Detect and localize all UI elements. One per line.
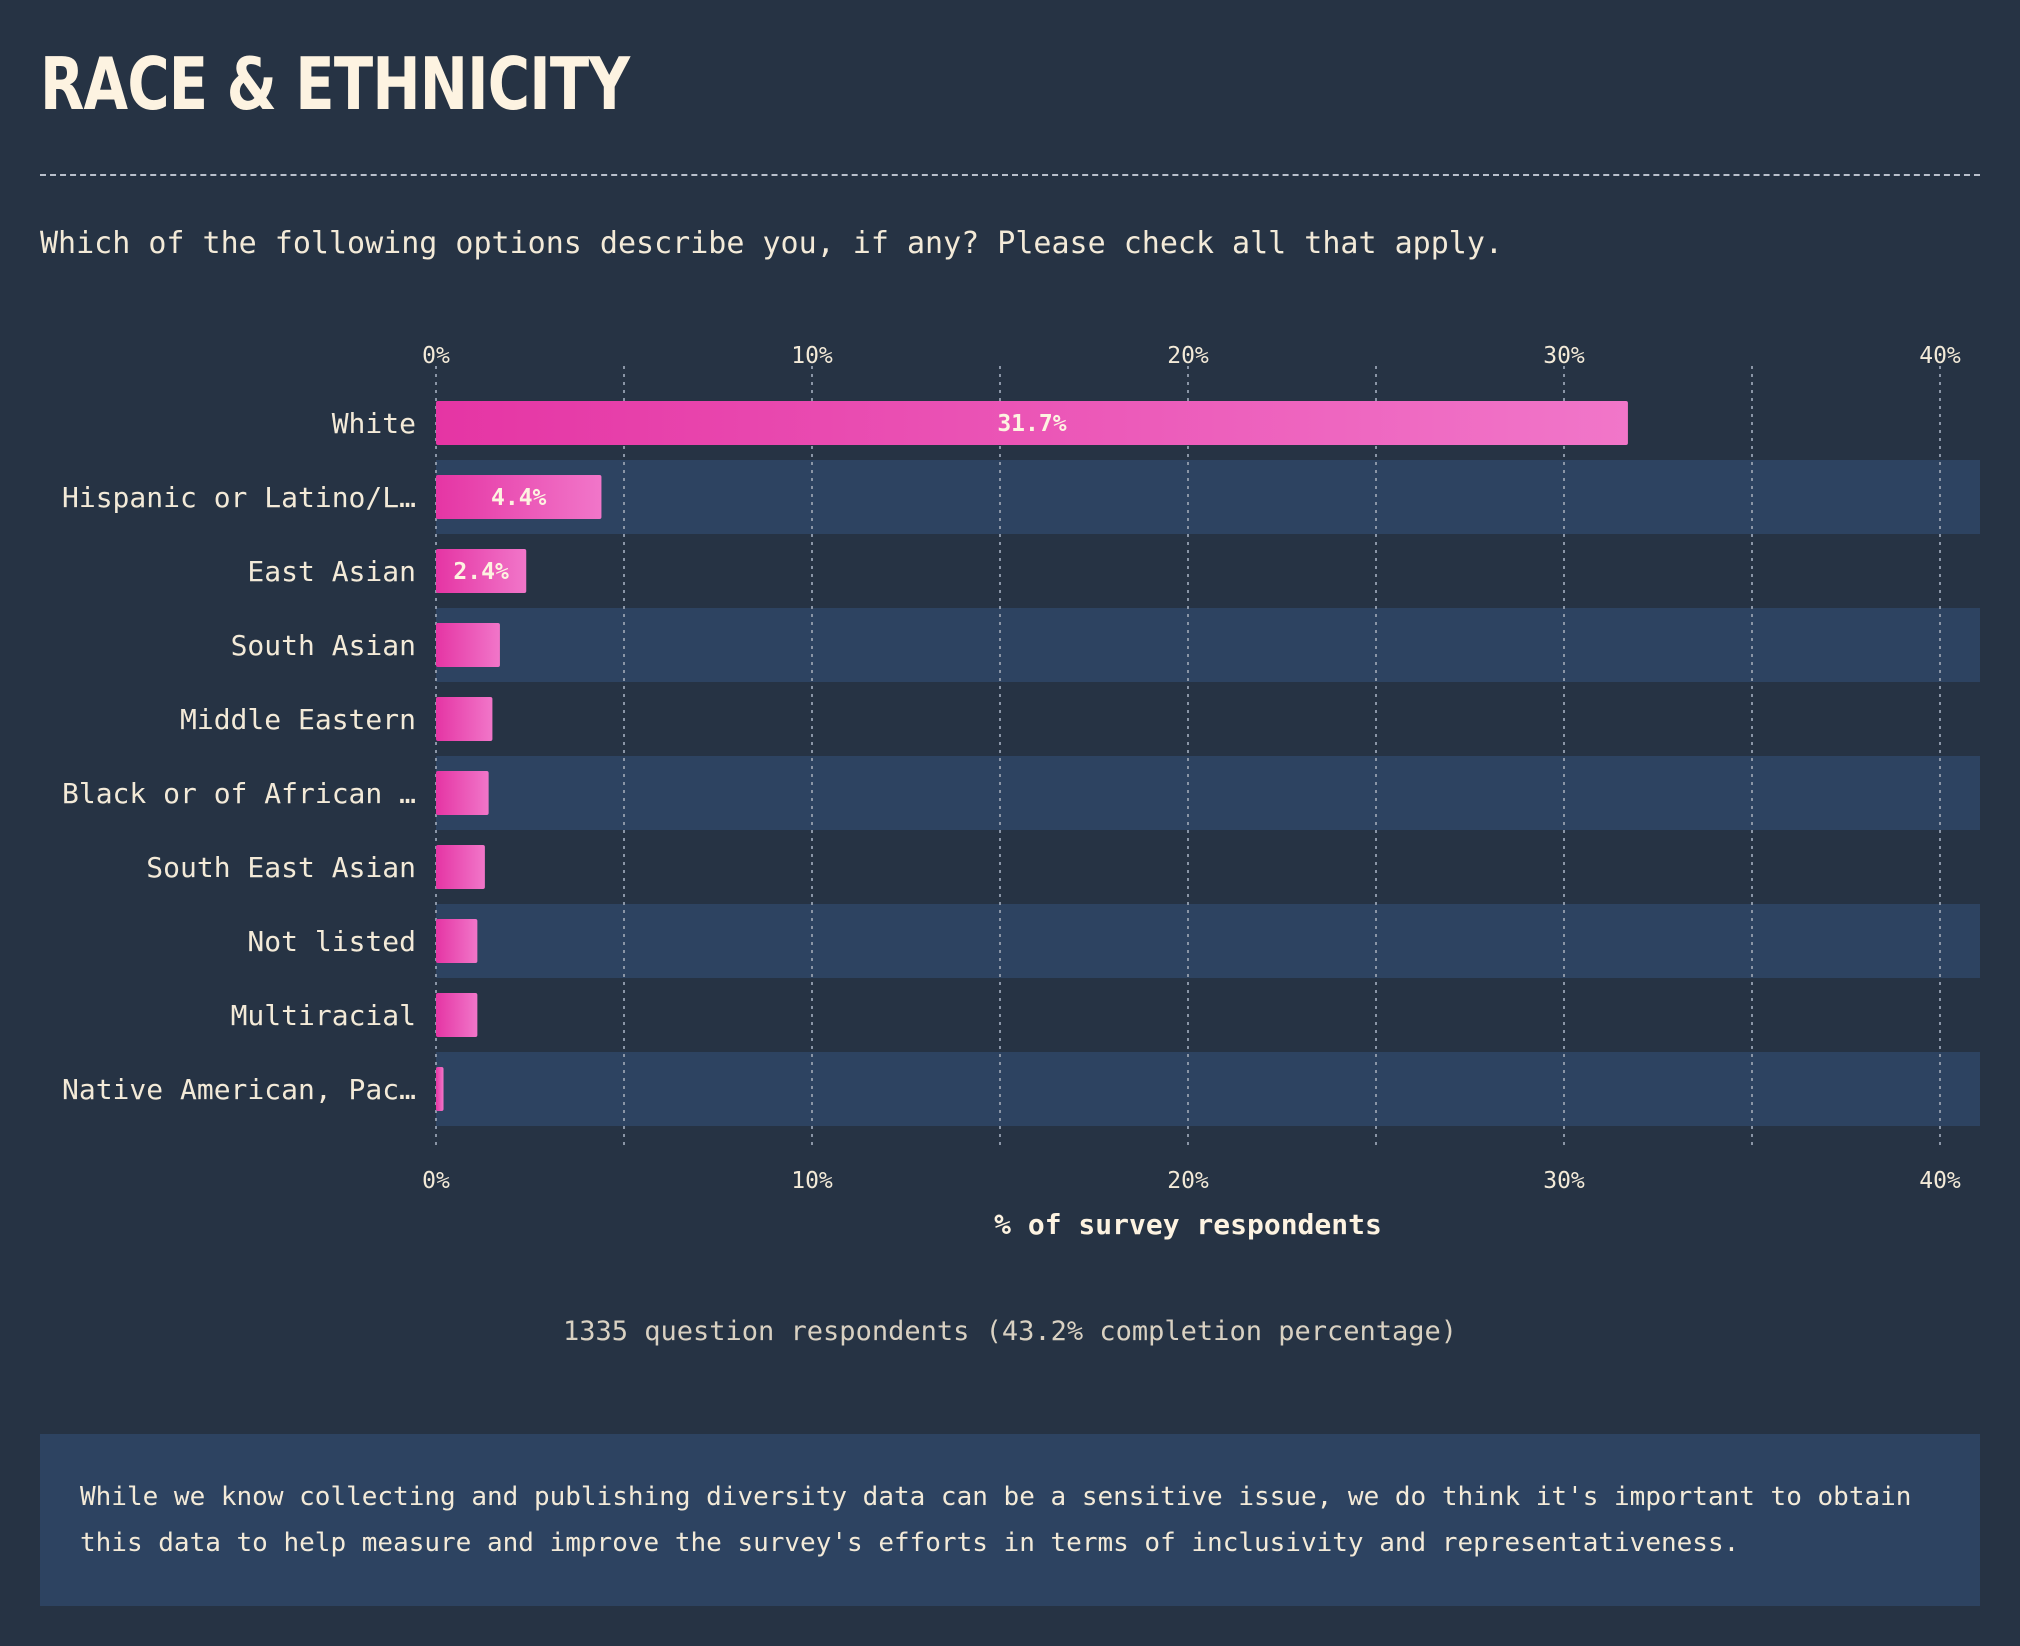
row-band <box>436 756 1980 830</box>
x-tick-label-bottom: 10% <box>791 1168 833 1194</box>
page-title: RACE & ETHNICITY <box>40 42 630 126</box>
category-label: Multiracial <box>231 999 416 1032</box>
x-tick-label-top: 10% <box>791 343 833 369</box>
bar <box>436 697 493 741</box>
bar <box>436 1067 444 1111</box>
x-tick-label-top: 20% <box>1167 343 1209 369</box>
bar <box>436 771 489 815</box>
bar <box>436 549 527 593</box>
data-label: 31.7% <box>997 411 1066 437</box>
category-label: Not listed <box>247 925 416 958</box>
category-label: Native American, Pac… <box>62 1073 416 1106</box>
bar <box>436 845 485 889</box>
row-band <box>436 904 1980 978</box>
x-tick-label-top: 40% <box>1919 343 1961 369</box>
survey-question: Which of the following options describe … <box>40 226 1503 261</box>
bar <box>436 475 602 519</box>
x-tick-label-bottom: 30% <box>1543 1168 1585 1194</box>
row-band <box>436 460 1980 534</box>
row-band <box>436 1052 1980 1126</box>
row-band <box>436 608 1980 682</box>
x-tick-label-top: 0% <box>422 343 450 369</box>
x-tick-label-bottom: 20% <box>1167 1168 1209 1194</box>
respondent-count: 1335 question respondents (43.2% complet… <box>562 1316 1458 1347</box>
diversity-note-box: While we know collecting and publishing … <box>40 1434 1980 1606</box>
x-tick-label-bottom: 0% <box>422 1168 450 1194</box>
title-divider <box>40 174 1980 176</box>
category-label: South Asian <box>231 629 416 662</box>
diversity-note-text: While we know collecting and publishing … <box>80 1482 1912 1558</box>
bar <box>436 993 478 1037</box>
x-tick-label-bottom: 40% <box>1919 1168 1961 1194</box>
category-label: Hispanic or Latino/L… <box>62 481 416 514</box>
data-label: 2.4% <box>453 559 509 585</box>
bar <box>436 919 478 963</box>
category-label: Black or of African … <box>62 777 416 810</box>
category-label: South East Asian <box>146 851 416 884</box>
bar <box>436 623 500 667</box>
category-label: Middle Eastern <box>180 703 416 736</box>
category-label: White <box>332 407 416 440</box>
bar-chart: 0% 0% 10% 10% 20% 20% 30% 30% 40% 40% White 31.7% Hi… <box>62 343 1980 1241</box>
bar <box>436 401 1628 445</box>
category-label: East Asian <box>247 555 416 588</box>
data-label: 4.4% <box>491 485 547 511</box>
x-axis-title: % of survey respondents <box>994 1208 1382 1241</box>
x-tick-label-top: 30% <box>1543 343 1585 369</box>
